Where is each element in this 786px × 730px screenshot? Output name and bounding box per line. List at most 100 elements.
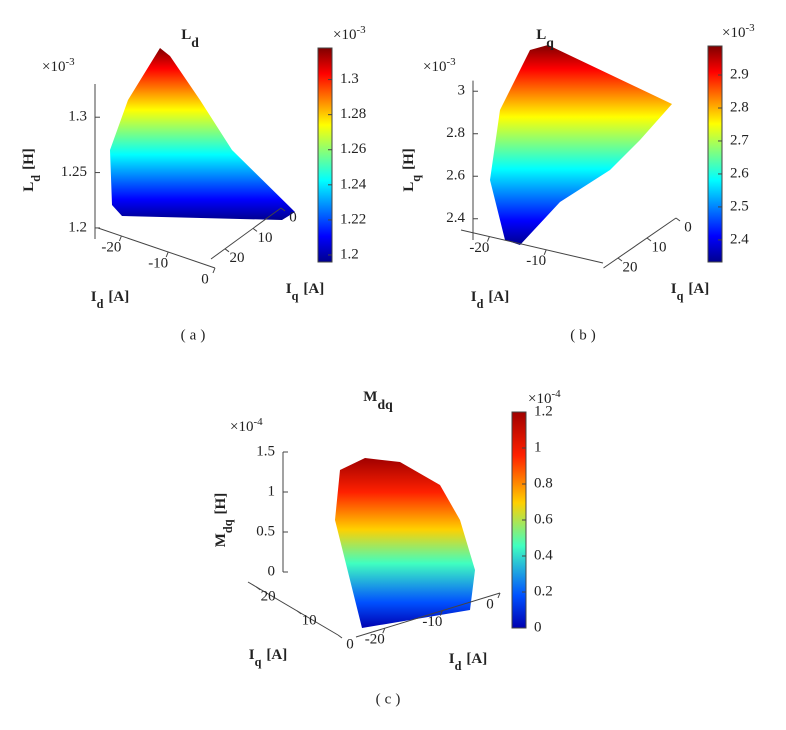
x-tick-label: 0: [201, 271, 209, 287]
z-exponent-base: ×10: [230, 419, 253, 435]
z-axis-label-sub: dq: [221, 519, 235, 533]
z-axis-label-unit: [H]: [401, 148, 417, 170]
y-axis-label-text: I: [671, 281, 677, 297]
chart-title: Mdq: [363, 389, 393, 411]
z-tick-label: 1.2: [68, 219, 87, 235]
z-axis-label-text: L: [21, 182, 37, 192]
colorbar-exponent: ×10-3: [722, 22, 755, 42]
y-tick: [617, 257, 623, 262]
y-tick-label: 10: [302, 612, 317, 628]
z-exponent: ×10-3: [423, 56, 456, 76]
z-tick-label: 2.4: [446, 210, 465, 226]
y-tick: [224, 248, 230, 253]
y-tick: [296, 610, 302, 615]
y-tick: [255, 586, 261, 591]
y-axis: [247, 581, 339, 636]
z-tick-label: 2.6: [446, 168, 465, 184]
y-tick: [280, 207, 286, 212]
y-tick-label: 10: [258, 230, 273, 246]
z-tick-label: 0: [268, 563, 276, 579]
colorbar-tick-label: 1.3: [340, 71, 359, 87]
z-exponent: ×10-3: [42, 56, 75, 76]
y-tick-label: 20: [230, 250, 245, 266]
colorbar-exponent-power: -3: [356, 24, 366, 36]
x-tick-label: -10: [148, 255, 168, 271]
colorbar-tick-label: 2.7: [730, 132, 749, 148]
x-tick: [165, 251, 169, 258]
z-tick-label: 3: [458, 83, 466, 99]
x-tick: [212, 267, 216, 274]
caption: (a): [181, 327, 210, 343]
y-tick: [646, 237, 652, 242]
z-axis-label-unit: [H]: [21, 148, 37, 170]
y-tick-label: 0: [289, 209, 297, 225]
colorbar-tick-label: 1.22: [340, 211, 366, 227]
chart-title-text: L: [181, 27, 191, 43]
x-axis: [355, 592, 501, 638]
chart-title-sub: q: [546, 35, 554, 50]
colorbar-tick-label: 0.6: [534, 511, 553, 527]
colorbar-exponent-base: ×10: [333, 27, 356, 43]
x-tick: [486, 236, 490, 242]
colorbar-exponent-base: ×10: [528, 391, 551, 407]
colorbar-exponent-base: ×10: [722, 25, 745, 41]
z-axis-label-sub: q: [409, 175, 423, 182]
x-axis: [460, 229, 604, 264]
y-axis-label-sub: q: [255, 655, 262, 669]
x-axis-label: Id [A]: [91, 289, 129, 310]
surface: [335, 458, 475, 628]
y-axis: [210, 207, 282, 260]
z-exponent: ×10-4: [230, 416, 263, 436]
x-tick: [543, 249, 547, 255]
chart-title: Lq: [536, 27, 554, 49]
caption: (c): [376, 691, 405, 707]
y-tick-label: 0: [346, 636, 354, 652]
x-tick-label: -10: [526, 253, 546, 269]
colorbar-tick-label: 1.24: [340, 176, 367, 192]
z-axis-label: Ld [H]: [21, 148, 42, 192]
z-tick-label: 2.8: [446, 125, 465, 141]
x-axis-label-sub: d: [455, 659, 462, 673]
z-exponent-base: ×10: [423, 59, 446, 75]
colorbar-exponent-power: -4: [551, 388, 561, 400]
colorbar-tick-label: 1: [534, 439, 542, 455]
x-axis-label-text: I: [471, 289, 477, 305]
y-axis-label: Iq [A]: [671, 281, 709, 302]
y-axis-label-unit: [A]: [266, 647, 287, 663]
y-tick-label: 20: [623, 259, 638, 275]
z-exponent-power: -3: [446, 56, 456, 68]
caption: (b): [570, 327, 600, 343]
y-axis-label-text: I: [249, 647, 255, 663]
y-axis-label: Iq [A]: [249, 647, 287, 668]
x-axis-label-sub: d: [477, 297, 484, 311]
surface: [490, 45, 672, 245]
z-axis-label-unit: [H]: [213, 493, 229, 515]
chart-title: Ld: [181, 27, 199, 49]
chart-title-sub: dq: [377, 397, 393, 412]
y-axis-label-text: I: [286, 281, 292, 297]
colorbar-tick-label: 2.9: [730, 66, 749, 82]
colorbar-exponent: ×10-3: [333, 24, 366, 44]
x-tick-label: -20: [101, 239, 121, 255]
x-tick-label: 0: [486, 596, 494, 612]
z-tick-label: 0.5: [256, 523, 275, 539]
chart-title-text: L: [536, 27, 546, 43]
colorbar-tick-label: 2.4: [730, 231, 749, 247]
z-axis-label: Lq [H]: [401, 148, 422, 192]
colorbar-tick-label: 2.6: [730, 165, 749, 181]
x-tick-label: -20: [469, 240, 489, 256]
y-tick-label: 20: [261, 588, 276, 604]
y-tick-label: 0: [684, 219, 692, 235]
surface: [110, 48, 295, 220]
y-axis-label-sub: q: [292, 289, 299, 303]
y-axis-label-unit: [A]: [688, 281, 709, 297]
colorbar-tick-label: 1.28: [340, 106, 366, 122]
colorbar: [707, 45, 723, 263]
colorbar-exponent: ×10-4: [528, 388, 561, 408]
z-tick-label: 1.25: [61, 164, 87, 180]
x-tick-label: -10: [422, 614, 442, 630]
y-axis: [603, 217, 677, 269]
colorbar-tick-label: 1.26: [340, 141, 367, 157]
